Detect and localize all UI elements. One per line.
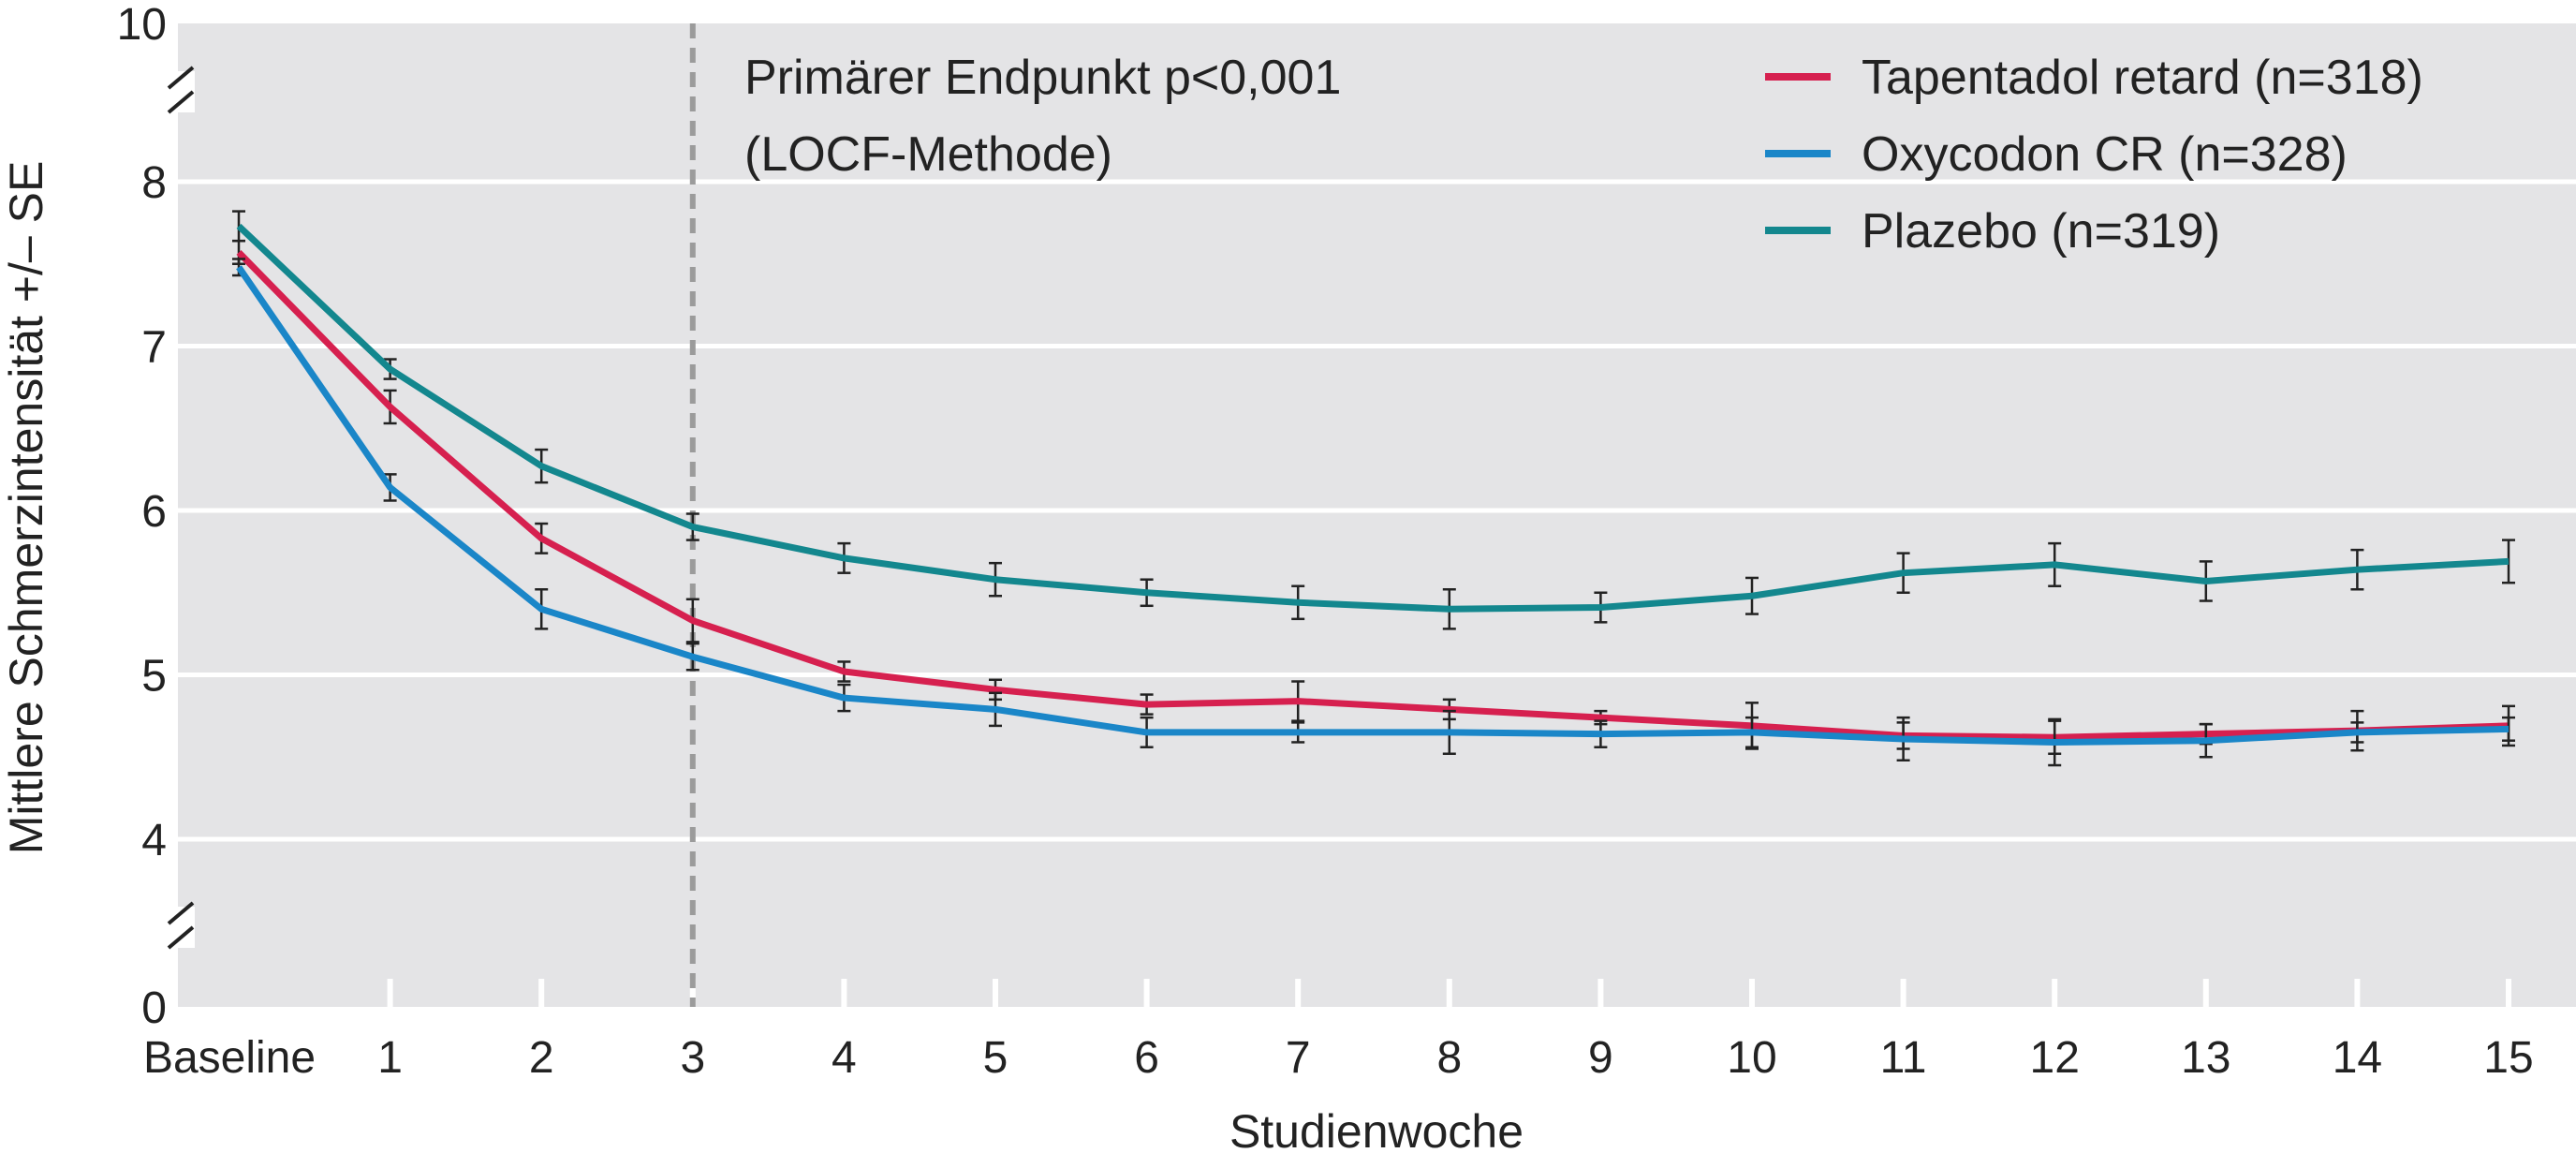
axis-break-mark [167, 66, 195, 90]
y-tick-label: 6 [141, 487, 167, 537]
y-tick-label: 7 [141, 323, 167, 373]
series-line-2 [236, 223, 2510, 613]
x-tick-label: 14 [2333, 1033, 2382, 1083]
x-axis-title: Studienwoche [1229, 1105, 1524, 1153]
y-tick-label: 5 [141, 652, 167, 702]
x-tick-labels: Baseline 1 2 3 4 5 6 7 8 9 10 11 12 13 14 15 [143, 1033, 2534, 1083]
x-tick-label: 6 [1134, 1033, 1159, 1083]
y-tick-label: 10 [117, 0, 167, 50]
x-tick-label: 15 [2483, 1033, 2533, 1083]
legend-label: Tapentadol retard (n=318) [1862, 51, 2423, 105]
y-tick-label: 8 [141, 158, 167, 208]
x-tick-label: 1 [377, 1033, 403, 1083]
series-line-0 [236, 250, 2510, 741]
annotation: Primärer Endpunkt p<0,001 (LOCF-Methode) [744, 51, 1341, 182]
axis-break-marks [167, 66, 195, 950]
x-tick-label: 9 [1588, 1033, 1613, 1083]
x-tick-label: 7 [1286, 1033, 1311, 1083]
x-tick-label: 11 [1880, 1033, 1927, 1083]
y-axis-title: Mittlere Schmerzintensität +/– SE [0, 161, 52, 855]
axis-break-mark [167, 925, 195, 950]
x-tick-label: 2 [529, 1033, 554, 1083]
annotation-line-1: Primärer Endpunkt p<0,001 [744, 51, 1341, 105]
legend-label: Plazebo (n=319) [1862, 204, 2220, 259]
x-tick-label: 10 [1727, 1033, 1776, 1083]
plot-background [178, 23, 2576, 1007]
legend: Tapentadol retard (n=318) Oxycodon CR (n=… [1765, 51, 2423, 259]
x-tick-label: 4 [832, 1033, 857, 1083]
x-tick-label: 13 [2181, 1033, 2230, 1083]
series-2 [232, 210, 2515, 630]
series-group [232, 210, 2515, 767]
x-tick-label: 12 [2030, 1033, 2080, 1083]
x-tick-label: 5 [983, 1033, 1008, 1083]
annotation-line-2: (LOCF-Methode) [744, 127, 1112, 182]
x-tick-label: Baseline [143, 1033, 316, 1083]
x-tick-label: 3 [680, 1033, 705, 1083]
axis-break-mark [167, 901, 195, 925]
axis-break-mark [167, 90, 195, 114]
x-tick-label: 8 [1436, 1033, 1462, 1083]
series-line-1 [236, 265, 2510, 746]
y-tick-label: 4 [141, 816, 167, 865]
gridlines [178, 179, 2576, 842]
legend-label: Oxycodon CR (n=328) [1862, 127, 2348, 182]
series-1 [232, 258, 2515, 767]
y-tick-labels: 10 8 7 6 5 4 0 [117, 0, 167, 1033]
y-tick-label: 0 [141, 983, 167, 1033]
